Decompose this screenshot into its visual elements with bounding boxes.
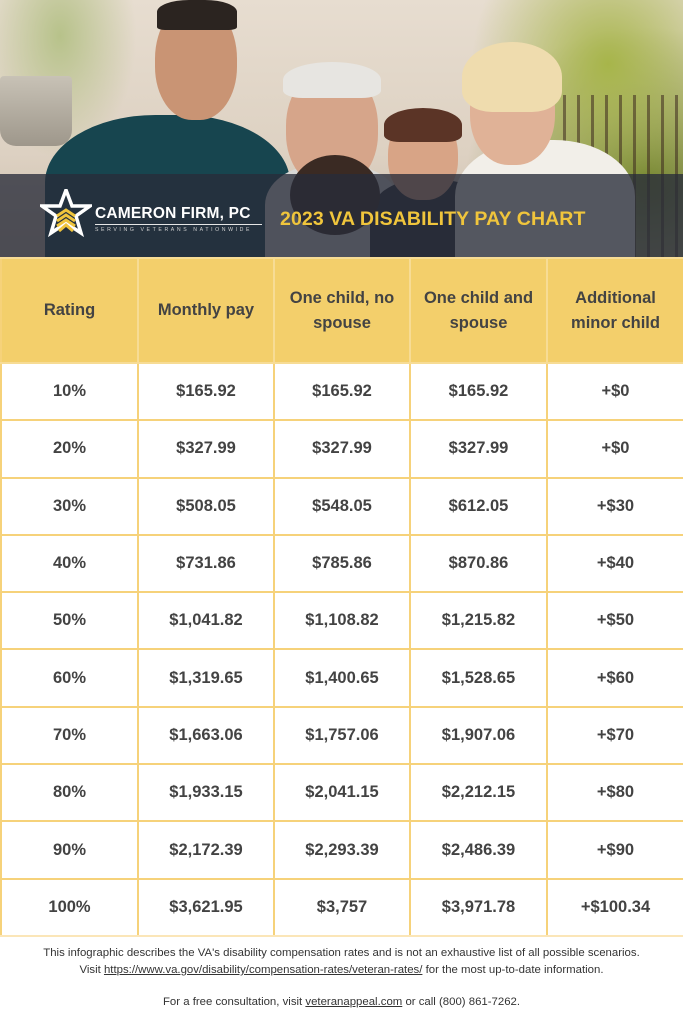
column-header-one-child-and-spouse: One child and spouse [409, 257, 548, 364]
person-man-hair [157, 0, 237, 30]
one-child-no-spouse-cell: $165.92 [273, 361, 411, 422]
table-header-row: Rating Monthly pay One child, no spouse … [0, 257, 683, 364]
firm-name: CAMERON FIRM, PC [95, 205, 251, 222]
one-child-no-spouse-cell: $3,757 [273, 877, 411, 937]
consultation-prefix: For a free consultation, visit [162, 996, 306, 1008]
additional-minor-child-cell: +$90 [546, 820, 683, 880]
title-banner [0, 174, 683, 257]
person-boy-hair [384, 108, 462, 142]
firm-name-divider [95, 224, 262, 225]
additional-minor-child-cell: +$50 [546, 591, 683, 651]
va-rates-link[interactable]: https://www.va.gov/disability/compensati… [103, 964, 423, 976]
monthly-pay-cell: $1,933.15 [137, 763, 275, 823]
footer-disclaimer: This infographic describes the VA's disa… [0, 945, 683, 1011]
consultation-suffix: or call (800) 861-7262. [402, 996, 521, 1008]
rating-cell: 80% [0, 763, 139, 823]
one-child-no-spouse-cell: $548.05 [273, 476, 411, 536]
one-child-no-spouse-cell: $2,293.39 [273, 820, 411, 880]
column-header-monthly-pay: Monthly pay [137, 257, 275, 364]
additional-minor-child-cell: +$70 [546, 705, 683, 766]
veteranappeal-link[interactable]: veteranappeal.com [305, 996, 403, 1008]
table-row: 40% $731.86 $785.86 $870.86 +$40 [0, 533, 683, 594]
one-child-no-spouse-cell: $1,400.65 [273, 648, 411, 708]
one-child-and-spouse-cell: $2,212.15 [409, 763, 548, 823]
one-child-and-spouse-cell: $165.92 [409, 361, 548, 422]
monthly-pay-cell: $1,319.65 [137, 648, 275, 708]
one-child-and-spouse-cell: $1,528.65 [409, 648, 548, 708]
rating-cell: 50% [0, 591, 139, 651]
one-child-and-spouse-cell: $612.05 [409, 476, 548, 536]
one-child-no-spouse-cell: $327.99 [273, 419, 411, 479]
one-child-and-spouse-cell: $2,486.39 [409, 820, 548, 880]
star-chevron-icon [40, 189, 92, 237]
monthly-pay-cell: $165.92 [137, 361, 275, 422]
one-child-and-spouse-cell: $3,971.78 [409, 877, 548, 937]
monthly-pay-cell: $1,041.82 [137, 591, 275, 651]
monthly-pay-cell: $731.86 [137, 533, 275, 594]
one-child-and-spouse-cell: $1,215.82 [409, 591, 548, 651]
one-child-and-spouse-cell: $1,907.06 [409, 705, 548, 766]
person-woman-hair [462, 42, 562, 112]
spacer [0, 979, 683, 994]
additional-minor-child-cell: +$60 [546, 648, 683, 708]
additional-minor-child-cell: +$0 [546, 419, 683, 479]
column-header-one-child-no-spouse: One child, no spouse [273, 257, 411, 364]
column-header-additional-minor-child: Additional minor child [546, 257, 683, 364]
rating-cell: 70% [0, 705, 139, 766]
rating-cell: 60% [0, 648, 139, 708]
additional-minor-child-cell: +$80 [546, 763, 683, 823]
rating-cell: 90% [0, 820, 139, 880]
disclaimer-line: This infographic describes the VA's disa… [0, 945, 683, 962]
consultation-line: For a free consultation, visit veteranap… [0, 994, 683, 1011]
one-child-no-spouse-cell: $1,757.06 [273, 705, 411, 766]
table-row: 90% $2,172.39 $2,293.39 $2,486.39 +$90 [0, 820, 683, 880]
chart-title: 2023 VA DISABILITY PAY CHART [280, 208, 586, 230]
one-child-and-spouse-cell: $327.99 [409, 419, 548, 479]
disclaimer-text: This infographic describes the VA's disa… [43, 947, 640, 959]
rating-cell: 100% [0, 877, 139, 937]
one-child-no-spouse-cell: $1,108.82 [273, 591, 411, 651]
table-row: 50% $1,041.82 $1,108.82 $1,215.82 +$50 [0, 591, 683, 651]
additional-minor-child-cell: +$30 [546, 476, 683, 536]
monthly-pay-cell: $2,172.39 [137, 820, 275, 880]
firm-tagline: SERVING VETERANS NATIONWIDE [95, 227, 253, 233]
one-child-no-spouse-cell: $785.86 [273, 533, 411, 594]
table-row: 20% $327.99 $327.99 $327.99 +$0 [0, 419, 683, 479]
additional-minor-child-cell: +$100.34 [546, 877, 683, 937]
monthly-pay-cell: $3,621.95 [137, 877, 275, 937]
rating-cell: 30% [0, 476, 139, 536]
table-row: 60% $1,319.65 $1,400.65 $1,528.65 +$60 [0, 648, 683, 708]
person-grandfather-hair [283, 62, 381, 98]
rating-cell: 10% [0, 361, 139, 422]
pay-chart-table: Rating Monthly pay One child, no spouse … [0, 257, 683, 937]
rating-cell: 20% [0, 419, 139, 479]
column-header-rating: Rating [0, 257, 139, 364]
table-row: 10% $165.92 $165.92 $165.92 +$0 [0, 361, 683, 422]
table-row: 70% $1,663.06 $1,757.06 $1,907.06 +$70 [0, 705, 683, 766]
table-row: 100% $3,621.95 $3,757 $3,971.78 +$100.34 [0, 877, 683, 937]
monthly-pay-cell: $1,663.06 [137, 705, 275, 766]
table-row: 30% $508.05 $548.05 $612.05 +$30 [0, 476, 683, 536]
rating-cell: 40% [0, 533, 139, 594]
one-child-and-spouse-cell: $870.86 [409, 533, 548, 594]
va-link-prefix: Visit [79, 964, 104, 976]
additional-minor-child-cell: +$0 [546, 361, 683, 422]
monthly-pay-cell: $508.05 [137, 476, 275, 536]
va-link-line: Visit https://www.va.gov/disability/comp… [0, 962, 683, 979]
monthly-pay-cell: $327.99 [137, 419, 275, 479]
planter-pot [0, 76, 72, 146]
table-row: 80% $1,933.15 $2,041.15 $2,212.15 +$80 [0, 763, 683, 823]
one-child-no-spouse-cell: $2,041.15 [273, 763, 411, 823]
additional-minor-child-cell: +$40 [546, 533, 683, 594]
va-link-suffix: for the most up-to-date information. [422, 964, 604, 976]
